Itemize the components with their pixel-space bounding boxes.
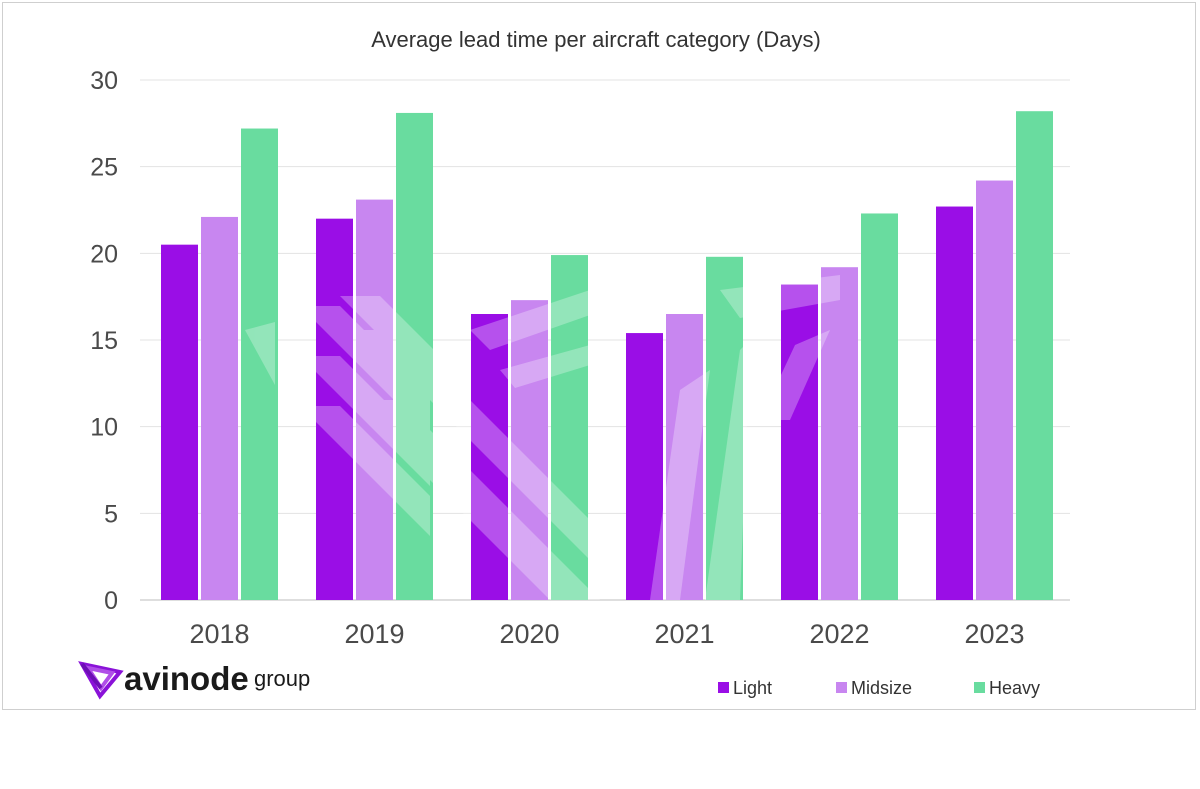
y-tick-label: 25 bbox=[90, 154, 118, 182]
legend-swatch-midsize bbox=[836, 682, 847, 693]
bar-midsize-2019 bbox=[356, 199, 393, 600]
bar-midsize-2020 bbox=[511, 300, 548, 600]
y-tick-label: 10 bbox=[90, 414, 118, 442]
bar-light-2021 bbox=[626, 333, 663, 600]
bar-midsize-2023 bbox=[976, 180, 1013, 601]
y-tick-label: 5 bbox=[104, 500, 118, 528]
x-tick-label: 2022 bbox=[809, 619, 869, 649]
bar-heavy-2018 bbox=[241, 128, 278, 601]
bar-heavy-2021 bbox=[706, 256, 743, 600]
x-tick-label: 2023 bbox=[964, 619, 1024, 649]
bar-heavy-2020 bbox=[551, 255, 588, 601]
avinode-mark-icon bbox=[78, 661, 124, 700]
y-tick-label: 15 bbox=[90, 327, 118, 355]
bar-light-2023 bbox=[936, 206, 973, 601]
logo-group-text: group bbox=[254, 666, 310, 691]
bar-midsize-2018 bbox=[201, 216, 238, 600]
y-tick-label: 0 bbox=[104, 587, 118, 615]
bar-heavy-2022 bbox=[861, 213, 898, 600]
y-axis-ticks: 0 5 10 15 20 25 30 bbox=[90, 67, 118, 615]
y-tick-label: 20 bbox=[90, 240, 118, 268]
legend-label-light: Light bbox=[733, 678, 772, 698]
gridlines bbox=[140, 79, 1070, 601]
logo-wordmark: avinode bbox=[124, 660, 249, 697]
x-tick-label: 2020 bbox=[499, 619, 559, 649]
legend-swatch-light bbox=[718, 682, 729, 693]
bars bbox=[161, 111, 1053, 601]
bar-midsize-2021 bbox=[666, 314, 703, 600]
y-tick-label: 30 bbox=[90, 67, 118, 95]
chart-title: Average lead time per aircraft category … bbox=[371, 27, 821, 52]
bar-light-2022 bbox=[781, 284, 818, 600]
x-tick-label: 2018 bbox=[189, 619, 249, 649]
legend-label-heavy: Heavy bbox=[989, 678, 1040, 698]
legend-swatch-heavy bbox=[974, 682, 985, 693]
x-tick-label: 2019 bbox=[344, 619, 404, 649]
bar-light-2018 bbox=[161, 244, 198, 600]
x-axis-ticks: 2018 2019 2020 2021 2022 2023 bbox=[189, 619, 1024, 649]
bar-heavy-2023 bbox=[1016, 111, 1053, 600]
x-tick-label: 2021 bbox=[654, 619, 714, 649]
watermark bbox=[245, 275, 840, 600]
bar-heavy-2019 bbox=[396, 112, 433, 600]
avinode-logo: avinode group bbox=[78, 660, 310, 700]
bar-midsize-2022 bbox=[821, 267, 858, 600]
legend-label-midsize: Midsize bbox=[851, 678, 912, 698]
legend: Light Midsize Heavy bbox=[718, 678, 1040, 698]
bar-light-2020 bbox=[471, 314, 508, 600]
bar-light-2019 bbox=[316, 218, 353, 600]
